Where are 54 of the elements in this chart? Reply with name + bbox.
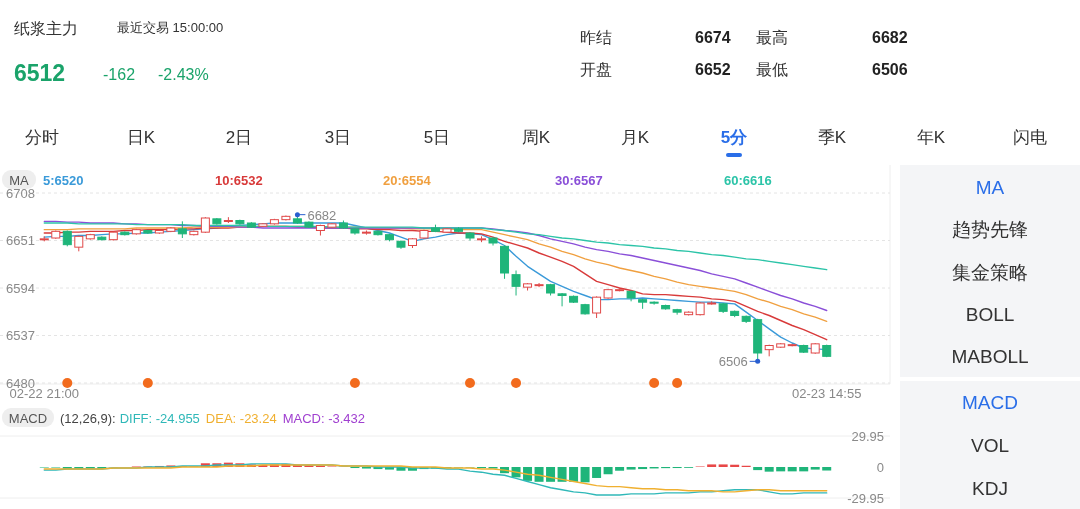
text: 周K [521,128,551,147]
text: 60:6616 [724,173,772,188]
text: BOLL [965,304,1015,325]
text: 分时 [25,128,59,147]
y-tick-label: -29.95 [847,490,884,506]
text: VOL [970,435,1010,456]
text: 6674 [695,29,731,46]
y-tick-label: 6537 [6,328,35,343]
y-tick-label: 6708 [6,185,35,201]
text: 5:6520 [43,173,84,188]
text: DEA: -23.24 [205,411,277,426]
text: 6682 [872,29,908,46]
text: 趋势先锋 [952,219,1028,240]
annotation: 6682 [307,207,337,223]
text: MACD: -3.432 [282,411,366,426]
text: 最低 [756,61,788,78]
text: 昨结 [580,29,612,46]
text: 20:6554 [383,173,432,188]
x-tick-label: 02-23 14:55 [792,386,862,401]
legend-title: MA [9,173,30,188]
text: 10:6532 [215,173,263,188]
text: 最近交易 15:00:00 [117,20,224,35]
text: 纸浆主力 [14,20,78,37]
text: 6652 [695,61,731,78]
text: 2日 [225,128,253,147]
text: 5日 [423,128,451,147]
chart-subtitle: (12,26,9): [60,411,116,426]
text: 闪电 [1013,128,1047,147]
text: MACD [962,392,1018,413]
text: 3日 [324,128,352,147]
text: -162 [103,66,136,83]
y-tick-label: 29.95 [851,428,884,444]
y-tick-label: 6651 [6,233,35,248]
text: 日K [126,128,156,147]
annotation: 6506 [718,354,748,370]
text: 月K [620,128,650,147]
text: 季K [817,128,847,147]
text: MA [975,177,1005,198]
text: 6512 [14,60,66,86]
text: 集金策略 [952,262,1028,283]
text: 开盘 [580,61,612,78]
text: 6506 [872,61,908,78]
text: KDJ [972,478,1008,499]
legend-title: MACD [8,411,48,426]
text: MABOLL [951,346,1029,367]
text: 5分 [720,128,749,147]
text: 30:6567 [555,173,603,188]
text: -2.43% [158,66,209,83]
text: DIFF: -24.955 [119,411,200,426]
x-tick-label: 02-22 21:00 [9,386,79,401]
y-tick-label: 0 [876,459,884,475]
y-tick-label: 6594 [6,280,35,296]
text: 最高 [756,29,788,46]
text: 年K [916,128,946,147]
